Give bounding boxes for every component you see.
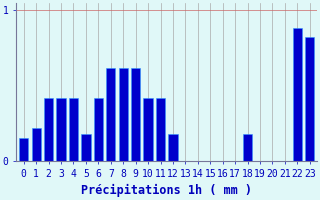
Bar xyxy=(106,68,116,161)
Bar xyxy=(32,128,41,161)
X-axis label: Précipitations 1h ( mm ): Précipitations 1h ( mm ) xyxy=(81,184,252,197)
Bar xyxy=(243,134,252,161)
Bar xyxy=(156,98,165,161)
Bar xyxy=(69,98,78,161)
Bar xyxy=(56,98,66,161)
Bar xyxy=(119,68,128,161)
Bar xyxy=(44,98,53,161)
Bar xyxy=(305,37,315,161)
Bar xyxy=(19,138,28,161)
Bar xyxy=(168,134,178,161)
Bar xyxy=(143,98,153,161)
Bar xyxy=(94,98,103,161)
Bar xyxy=(81,134,91,161)
Bar xyxy=(293,28,302,161)
Bar xyxy=(131,68,140,161)
